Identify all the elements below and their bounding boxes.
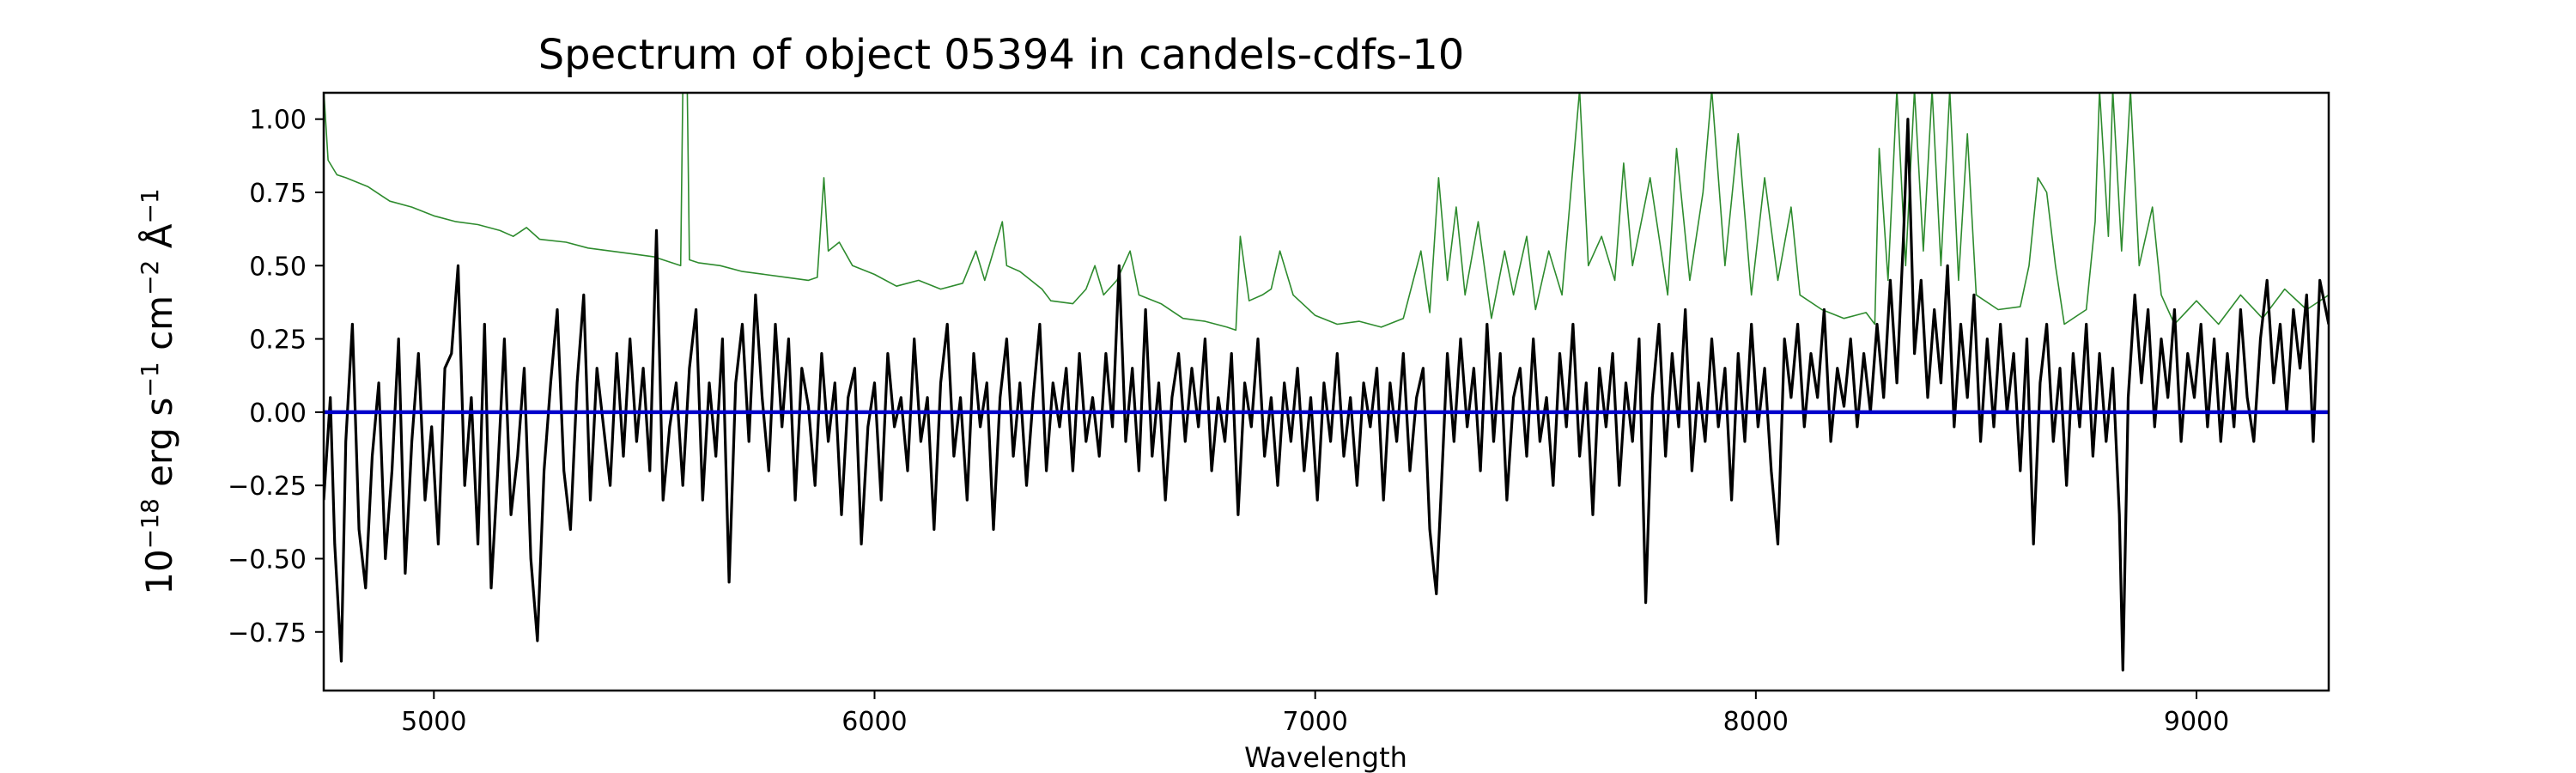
y-tick-label: −0.50 <box>228 545 307 575</box>
y-axis-label: 10−18 erg s−1 cm−2 Å−1 <box>136 188 180 594</box>
series-line-error <box>324 93 2329 332</box>
y-tick-label: 0.00 <box>249 399 307 429</box>
y-axis-label-exponent: −1 <box>136 188 164 223</box>
series-line-flux <box>324 118 2329 672</box>
y-axis-ticks: −0.75 −0.50 −0.25 0.00 0.25 0.50 0.75 1.00 <box>228 106 324 648</box>
y-tick-label: 1.00 <box>249 106 307 136</box>
x-axis-label: Wavelength <box>1244 741 1407 773</box>
y-tick-label: −0.25 <box>228 472 307 502</box>
y-tick-label: −0.75 <box>228 618 307 648</box>
y-axis-label-exponent: −2 <box>136 260 164 295</box>
y-axis-label-text: erg s <box>138 398 180 499</box>
x-tick-label: 5000 <box>401 707 466 737</box>
x-axis-ticks: 5000 6000 7000 8000 9000 <box>401 691 2229 737</box>
x-tick-label: 6000 <box>841 707 907 737</box>
y-axis-label-text: Å <box>137 223 180 259</box>
y-axis-label-exponent: −1 <box>136 362 164 397</box>
chart-title: Spectrum of object 05394 in candels-cdfs… <box>538 31 1465 79</box>
plot-area <box>324 93 2329 672</box>
x-tick-label: 9000 <box>2164 707 2229 737</box>
y-tick-label: 0.75 <box>249 179 307 209</box>
y-tick-label: 0.50 <box>249 252 307 282</box>
y-tick-label: 0.25 <box>249 326 307 356</box>
y-axis-label-exponent: −18 <box>136 498 164 549</box>
y-axis-label-text: 10 <box>138 549 180 594</box>
x-tick-label: 7000 <box>1282 707 1347 737</box>
y-axis-label-text: cm <box>138 295 180 362</box>
plot-frame <box>322 91 2330 692</box>
x-tick-label: 8000 <box>1723 707 1789 737</box>
